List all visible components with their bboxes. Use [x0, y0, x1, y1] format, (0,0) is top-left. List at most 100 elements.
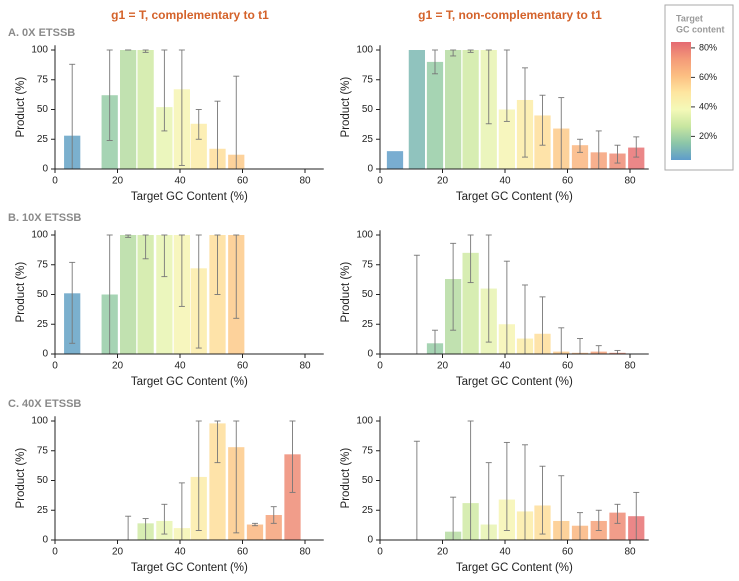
y-tick-label: 25	[37, 134, 49, 145]
error-bar	[233, 420, 240, 534]
colorbar-tick-label: 40%	[699, 101, 717, 111]
y-axis-label: Product (%)	[15, 448, 27, 509]
y-tick-label: 0	[42, 164, 48, 175]
y-tick-label: 50	[362, 289, 374, 300]
y-tick-label: 100	[356, 416, 373, 427]
error-bar	[270, 506, 277, 524]
x-tick-label: 40	[174, 176, 186, 187]
y-tick-label: 75	[362, 74, 374, 85]
error-bar	[595, 509, 602, 531]
x-tick-label: 20	[437, 176, 449, 187]
x-axis-label: Target GC Content (%)	[456, 376, 573, 388]
x-axis-label: Target GC Content (%)	[131, 376, 248, 388]
y-tick-label: 75	[37, 259, 49, 270]
bar	[265, 515, 282, 540]
error-bar	[233, 234, 240, 319]
error-bar	[195, 420, 202, 531]
y-tick-label: 25	[362, 134, 374, 145]
error-bar	[614, 503, 621, 524]
bar	[120, 50, 137, 169]
error-bar	[214, 234, 221, 295]
error-bar	[614, 144, 621, 164]
error-bar	[142, 234, 149, 260]
error-bar	[467, 49, 474, 53]
y-tick-label: 50	[37, 475, 49, 486]
y-axis-label: Product (%)	[340, 448, 352, 509]
y-tick-label: 0	[42, 535, 48, 546]
bar	[120, 235, 137, 354]
x-axis-label: Target GC Content (%)	[131, 562, 248, 574]
x-tick-label: 80	[299, 361, 311, 372]
bar	[445, 50, 462, 169]
error-bar	[503, 441, 510, 531]
error-bar	[289, 420, 296, 493]
y-tick-label: 0	[367, 164, 373, 175]
x-tick-label: 20	[112, 361, 124, 372]
x-tick-label: 80	[624, 361, 636, 372]
bar	[137, 235, 154, 354]
x-tick-label: 60	[562, 361, 574, 372]
x-axis-label: Target GC Content (%)	[456, 191, 573, 203]
x-tick-label: 40	[174, 361, 186, 372]
y-tick-label: 100	[31, 230, 48, 241]
bar	[137, 50, 154, 169]
x-tick-label: 40	[174, 547, 186, 558]
y-tick-label: 100	[31, 45, 48, 56]
bar	[246, 524, 264, 540]
x-tick-label: 80	[299, 547, 311, 558]
column-title: g1 = T, non-complementary to t1	[418, 8, 602, 22]
colorbar-tick-label: 20%	[699, 131, 717, 141]
y-tick-label: 25	[362, 505, 374, 516]
y-tick-label: 0	[367, 349, 373, 360]
x-tick-label: 60	[237, 176, 249, 187]
x-tick-label: 20	[112, 547, 124, 558]
bar	[609, 512, 626, 540]
x-tick-label: 0	[377, 361, 383, 372]
error-bar	[432, 49, 438, 75]
y-axis-label: Product (%)	[15, 77, 27, 138]
error-bar	[467, 234, 474, 284]
y-tick-label: 100	[356, 45, 373, 56]
bar	[190, 123, 207, 169]
x-axis-label: Target GC Content (%)	[131, 191, 248, 203]
error-bar	[142, 49, 149, 53]
y-tick-label: 25	[362, 319, 374, 330]
y-tick-label: 100	[356, 230, 373, 241]
error-bar	[69, 261, 76, 344]
colorbar-frame	[664, 4, 734, 171]
x-tick-label: 20	[437, 547, 449, 558]
error-bar	[577, 138, 583, 153]
x-axis-label: Target GC Content (%)	[456, 562, 573, 574]
colorbar	[671, 42, 691, 160]
y-axis-label: Product (%)	[340, 262, 352, 323]
y-tick-label: 25	[37, 505, 49, 516]
error-bar	[485, 49, 492, 125]
bar	[408, 50, 425, 169]
colorbar-tick-label: 60%	[699, 72, 717, 82]
error-bar	[539, 94, 546, 146]
bar	[628, 147, 645, 169]
error-bar	[161, 503, 168, 535]
x-tick-label: 0	[377, 547, 383, 558]
error-bar	[195, 234, 202, 349]
colorbar-title: Target	[676, 13, 703, 23]
y-axis-label: Product (%)	[15, 262, 27, 323]
bar	[571, 145, 589, 169]
bar	[462, 252, 479, 354]
y-tick-label: 0	[42, 349, 48, 360]
bar	[209, 423, 226, 540]
y-tick-label: 25	[37, 319, 49, 330]
error-bar	[195, 109, 202, 140]
error-bar	[413, 440, 420, 541]
y-tick-label: 75	[37, 445, 49, 456]
error-bar	[214, 420, 221, 464]
x-tick-label: 20	[112, 176, 124, 187]
error-bar	[485, 234, 492, 343]
x-tick-label: 40	[499, 176, 511, 187]
bar	[156, 235, 173, 354]
x-tick-label: 60	[237, 361, 249, 372]
bar	[386, 151, 404, 169]
bar	[284, 454, 301, 540]
bar	[462, 50, 479, 169]
